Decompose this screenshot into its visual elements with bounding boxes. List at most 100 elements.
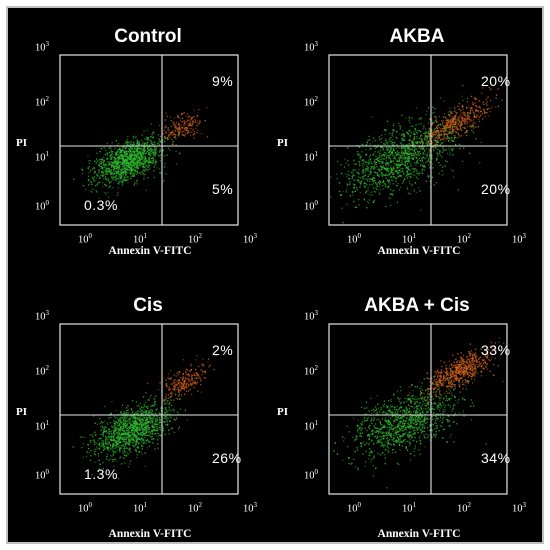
apoptotic-event-dot: [435, 118, 437, 120]
live-event-dot: [72, 446, 74, 448]
apoptotic-event-dot: [204, 370, 207, 372]
live-event-dot: [127, 158, 129, 160]
live-event-dot: [133, 170, 135, 172]
live-event-dot: [153, 149, 156, 151]
live-event-dot: [359, 157, 361, 159]
live-event-dot: [157, 437, 159, 439]
live-event-dot: [347, 170, 350, 173]
live-event-dot: [393, 171, 396, 173]
live-event-dot: [130, 424, 132, 426]
live-event-dot: [451, 140, 453, 142]
live-event-dot: [383, 184, 385, 186]
live-event-dot: [355, 163, 358, 165]
live-event-dot: [130, 435, 132, 437]
live-event-dot: [118, 175, 120, 177]
live-event-dot: [88, 452, 90, 454]
live-event-dot: [384, 186, 386, 188]
apoptotic-event-dot: [471, 125, 473, 127]
live-event-dot: [390, 140, 392, 142]
live-event-dot: [147, 137, 149, 139]
live-event-dot: [120, 150, 123, 152]
live-event-dot: [408, 116, 411, 119]
live-event-dot: [122, 151, 125, 153]
apoptotic-event-dot: [181, 134, 183, 136]
live-event-dot: [120, 151, 123, 153]
apoptotic-event-dot: [185, 132, 187, 134]
apoptotic-event-dot: [182, 124, 184, 126]
live-event-dot: [140, 425, 142, 427]
live-event-dot: [100, 161, 102, 163]
live-event-dot: [104, 173, 106, 175]
live-event-dot: [128, 164, 130, 166]
live-event-dot: [400, 174, 402, 177]
live-event-dot: [147, 422, 149, 424]
live-event-dot: [347, 170, 350, 173]
live-event-dot: [145, 419, 147, 421]
live-event-dot: [113, 156, 115, 159]
live-event-dot: [409, 152, 411, 154]
live-event-dot: [114, 451, 116, 453]
live-event-dot: [420, 148, 422, 150]
apoptotic-event-dot: [191, 127, 193, 130]
live-event-dot: [127, 442, 129, 445]
live-event-dot: [449, 152, 451, 154]
apoptotic-event-dot: [460, 128, 462, 130]
live-event-dot: [379, 162, 381, 165]
live-event-dot: [109, 156, 111, 158]
apoptotic-event-dot: [481, 92, 483, 94]
live-event-dot: [123, 421, 125, 423]
live-event-dot: [143, 175, 145, 177]
live-event-dot: [146, 406, 148, 408]
live-event-dot: [403, 173, 405, 175]
live-event-dot: [382, 161, 384, 163]
apoptotic-event-dot: [200, 133, 203, 135]
live-event-dot: [105, 168, 107, 171]
live-event-dot: [96, 446, 98, 448]
apoptotic-event-dot: [467, 116, 469, 119]
live-event-dot: [134, 182, 136, 184]
live-event-dot: [154, 151, 157, 153]
live-event-dot: [166, 413, 169, 415]
live-event-dot: [138, 148, 140, 150]
apoptotic-event-dot: [200, 383, 202, 386]
live-event-dot: [366, 201, 369, 203]
live-event-dot: [106, 456, 108, 458]
live-event-dot: [124, 153, 126, 156]
live-event-dot: [370, 168, 372, 170]
live-event-dot: [404, 147, 407, 149]
live-event-dot: [125, 171, 127, 173]
live-event-dot: [380, 158, 382, 160]
live-event-dot: [167, 400, 169, 402]
apoptotic-event-dot: [178, 395, 180, 397]
live-event-dot: [380, 172, 382, 174]
live-event-dot: [163, 155, 166, 157]
live-event-dot: [403, 177, 405, 179]
live-event-dot: [139, 410, 141, 413]
live-event-dot: [381, 172, 383, 174]
live-event-dot: [131, 166, 133, 168]
live-event-dot: [122, 457, 125, 459]
apoptotic-event-dot: [433, 129, 436, 131]
live-event-dot: [402, 150, 404, 152]
live-event-dot: [127, 178, 129, 180]
live-event-dot: [435, 143, 437, 145]
live-event-dot: [147, 140, 149, 143]
live-event-dot: [151, 132, 154, 134]
live-event-dot: [136, 139, 138, 141]
live-event-dot: [116, 160, 118, 162]
live-event-dot: [386, 168, 388, 170]
live-event-dot: [130, 408, 133, 410]
live-event-dot: [96, 183, 98, 186]
apoptotic-event-dot: [190, 125, 192, 127]
live-event-dot: [413, 171, 415, 173]
apoptotic-event-dot: [441, 120, 443, 122]
apoptotic-event-dot: [184, 135, 186, 137]
live-event-dot: [149, 139, 151, 141]
apoptotic-event-dot: [444, 129, 446, 131]
live-event-dot: [432, 167, 434, 169]
live-event-dot: [123, 424, 126, 426]
apoptotic-event-dot: [174, 136, 176, 138]
apoptotic-event-dot: [173, 136, 175, 138]
apoptotic-event-dot: [179, 117, 181, 119]
live-event-dot: [106, 447, 108, 449]
